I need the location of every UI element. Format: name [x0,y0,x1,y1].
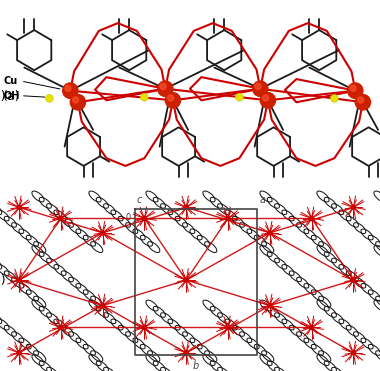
Circle shape [63,83,78,98]
Circle shape [73,97,79,103]
Circle shape [352,206,356,209]
Circle shape [352,351,356,355]
Circle shape [358,97,364,103]
Circle shape [268,303,272,308]
Circle shape [165,93,180,108]
Circle shape [263,95,269,101]
Circle shape [65,85,71,91]
Circle shape [17,351,21,355]
Circle shape [226,216,230,220]
Circle shape [168,95,174,101]
Circle shape [260,93,276,108]
Circle shape [184,278,188,282]
Circle shape [184,206,188,209]
Circle shape [100,231,105,235]
Circle shape [59,325,63,329]
Circle shape [160,83,166,89]
Circle shape [309,325,314,329]
Circle shape [141,93,148,101]
Circle shape [59,216,63,220]
Text: (b): (b) [0,273,6,287]
Text: (a): (a) [0,90,6,103]
Circle shape [309,216,314,220]
Circle shape [355,95,370,110]
Text: b: b [193,361,199,371]
Circle shape [255,83,261,89]
Circle shape [100,303,105,308]
Text: a: a [260,195,266,205]
Circle shape [46,95,53,102]
Circle shape [350,85,356,91]
Circle shape [331,95,338,102]
Circle shape [142,216,147,220]
Circle shape [142,325,147,329]
Text: c: c [137,195,142,205]
Circle shape [268,231,272,235]
Circle shape [253,81,268,96]
Circle shape [70,95,86,110]
Circle shape [226,325,230,329]
Circle shape [236,93,243,101]
Text: (a): (a) [3,90,21,103]
Circle shape [158,81,173,96]
Circle shape [17,278,21,282]
Circle shape [348,83,363,98]
Circle shape [352,278,356,282]
Circle shape [17,206,21,209]
Circle shape [184,351,188,355]
Text: 0: 0 [125,213,130,222]
Text: OH: OH [4,91,20,101]
Text: Cu: Cu [4,76,18,86]
